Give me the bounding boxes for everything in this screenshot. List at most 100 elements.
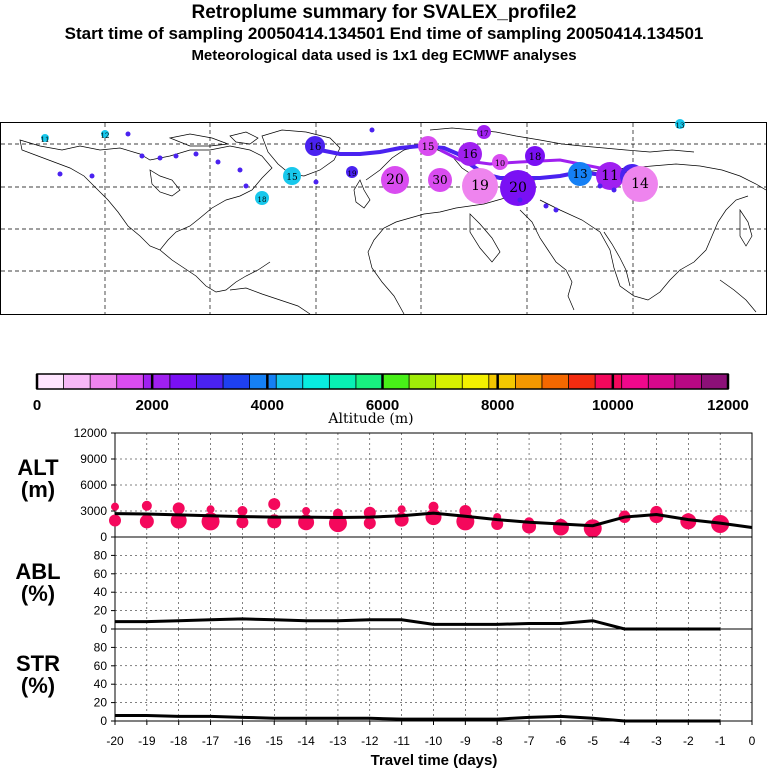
panel-abl: 80 60 40 20 0 ABL(%) — [15, 536, 753, 636]
colorbar-segment — [515, 374, 543, 389]
plume-clusters: 1615181920301920131113141516171810111213 — [41, 119, 685, 213]
alt-cluster-upper — [268, 498, 281, 511]
plume-cluster-marker — [305, 136, 325, 156]
plume-cluster-marker — [675, 119, 685, 129]
alt-cluster-upper — [206, 505, 215, 514]
plume-cluster-marker — [492, 154, 508, 170]
colorbar-segment — [355, 374, 383, 389]
plume-age-label: 30 — [432, 173, 447, 187]
colorbar-segment — [568, 374, 596, 389]
colorbar-segment — [621, 374, 649, 389]
plume-particle-dot — [543, 203, 549, 209]
sampling-times: Start time of sampling 20050414.134501 E… — [64, 24, 704, 43]
colorbar-tick-label: 6000 — [366, 397, 399, 414]
panel-str: 80 60 40 20 0 STR(%) — [16, 628, 753, 728]
plume-age-label: 15 — [422, 142, 435, 153]
x-tick-label: -4 — [619, 734, 630, 748]
alt-cluster-upper — [111, 502, 119, 511]
plume-age-label: 13 — [572, 167, 587, 181]
colorbar-segment — [116, 374, 144, 389]
x-tick-label: -17 — [202, 734, 220, 748]
x-tick-label: -7 — [524, 734, 535, 748]
colorbar-tick-label: 8000 — [481, 397, 514, 414]
x-tick-label: -13 — [329, 734, 347, 748]
panel-ylabel: ALT — [17, 455, 59, 480]
plume-age-label: 16 — [309, 142, 322, 153]
y-tick-label: 0 — [100, 530, 107, 544]
alt-cluster-lower — [649, 509, 664, 524]
x-tick-label: -18 — [170, 734, 188, 748]
colorbar-segment — [37, 374, 64, 389]
panel-series-line — [115, 713, 721, 723]
alt-cluster-upper — [397, 505, 406, 514]
panel-series-line — [115, 617, 721, 631]
x-tick-label: -14 — [297, 734, 315, 748]
colorbar-segment — [196, 374, 224, 389]
altitude-colorbar: 0 2000 4000 6000 8000 10000 12000 — [33, 373, 749, 414]
plume-particle-dot — [369, 127, 375, 133]
x-tick-label: -3 — [651, 734, 662, 748]
x-tick-label: -8 — [492, 734, 503, 748]
alt-cluster-upper — [172, 502, 185, 515]
colorbar-segment — [701, 374, 729, 389]
colorbar-segment — [90, 374, 118, 389]
plume-cluster-marker — [346, 166, 358, 178]
colorbar-segment — [169, 374, 197, 389]
plume-age-label: 19 — [348, 170, 357, 178]
chart-title: Retroplume summary for SVALEX_profile2 — [191, 2, 577, 23]
plume-age-label: 11 — [41, 136, 50, 144]
alt-cluster-lower — [583, 519, 602, 538]
plume-age-label: 20 — [509, 180, 527, 196]
plume-age-label: 14 — [631, 176, 649, 192]
coastlines — [19, 127, 767, 315]
colorbar-segment — [462, 374, 490, 389]
alt-cluster-lower — [170, 512, 187, 529]
colorbar-segment — [223, 374, 250, 389]
x-tick-label: -16 — [234, 734, 252, 748]
plume-particle-dot — [553, 207, 559, 213]
plume-age-label: 10 — [495, 159, 505, 168]
alt-cluster-lower — [109, 514, 121, 527]
plume-cluster-marker — [596, 162, 624, 190]
x-tick-label: -11 — [393, 734, 410, 748]
plume-particle-dot — [173, 153, 179, 159]
plume-particle-dot — [517, 197, 523, 203]
y-tick-label: 80 — [94, 548, 108, 562]
x-tick-label: -6 — [556, 734, 567, 748]
plume-particle-dot — [193, 151, 199, 157]
x-tick-label: -15 — [266, 734, 284, 748]
plume-particle-dot — [125, 131, 131, 137]
y-tick-label: 0 — [100, 714, 107, 728]
colorbar-segment — [276, 374, 304, 389]
y-tick-label: 3000 — [80, 504, 107, 518]
colorbar-segment — [648, 374, 676, 389]
plume-cluster-marker — [428, 168, 452, 192]
plume-particle-dot — [215, 159, 221, 165]
plume-particle-dot — [313, 179, 319, 185]
plume-particle-dot — [89, 173, 95, 179]
plume-cluster-marker — [101, 130, 109, 138]
y-tick-label: 20 — [94, 604, 108, 618]
plume-particle-dot — [139, 153, 145, 159]
x-tick-label: -10 — [425, 734, 443, 748]
alt-cluster-lower — [425, 509, 442, 526]
plume-particle-dot — [157, 155, 163, 161]
y-tick-label: 0 — [100, 622, 107, 636]
plume-age-label: 17 — [480, 130, 489, 138]
alt-cluster-upper — [302, 507, 311, 515]
x-tick-label: -19 — [138, 734, 156, 748]
colorbar-segment — [382, 374, 410, 389]
plume-age-label: 18 — [258, 196, 267, 204]
alt-cluster-upper — [428, 501, 439, 512]
alt-cluster-upper — [237, 506, 248, 516]
colorbar-segment — [329, 374, 357, 389]
plume-cluster-marker — [477, 125, 491, 139]
alt-cluster-lower — [552, 519, 569, 536]
panel-series-line — [114, 511, 753, 529]
colorbar-segment — [302, 374, 330, 389]
alt-cluster-upper — [141, 500, 152, 511]
y-tick-label: 6000 — [80, 478, 107, 492]
time-series-panels: 120009000600030000ALT(m)806040200ABL(%)8… — [15, 426, 755, 768]
y-tick-label: 60 — [94, 659, 108, 673]
